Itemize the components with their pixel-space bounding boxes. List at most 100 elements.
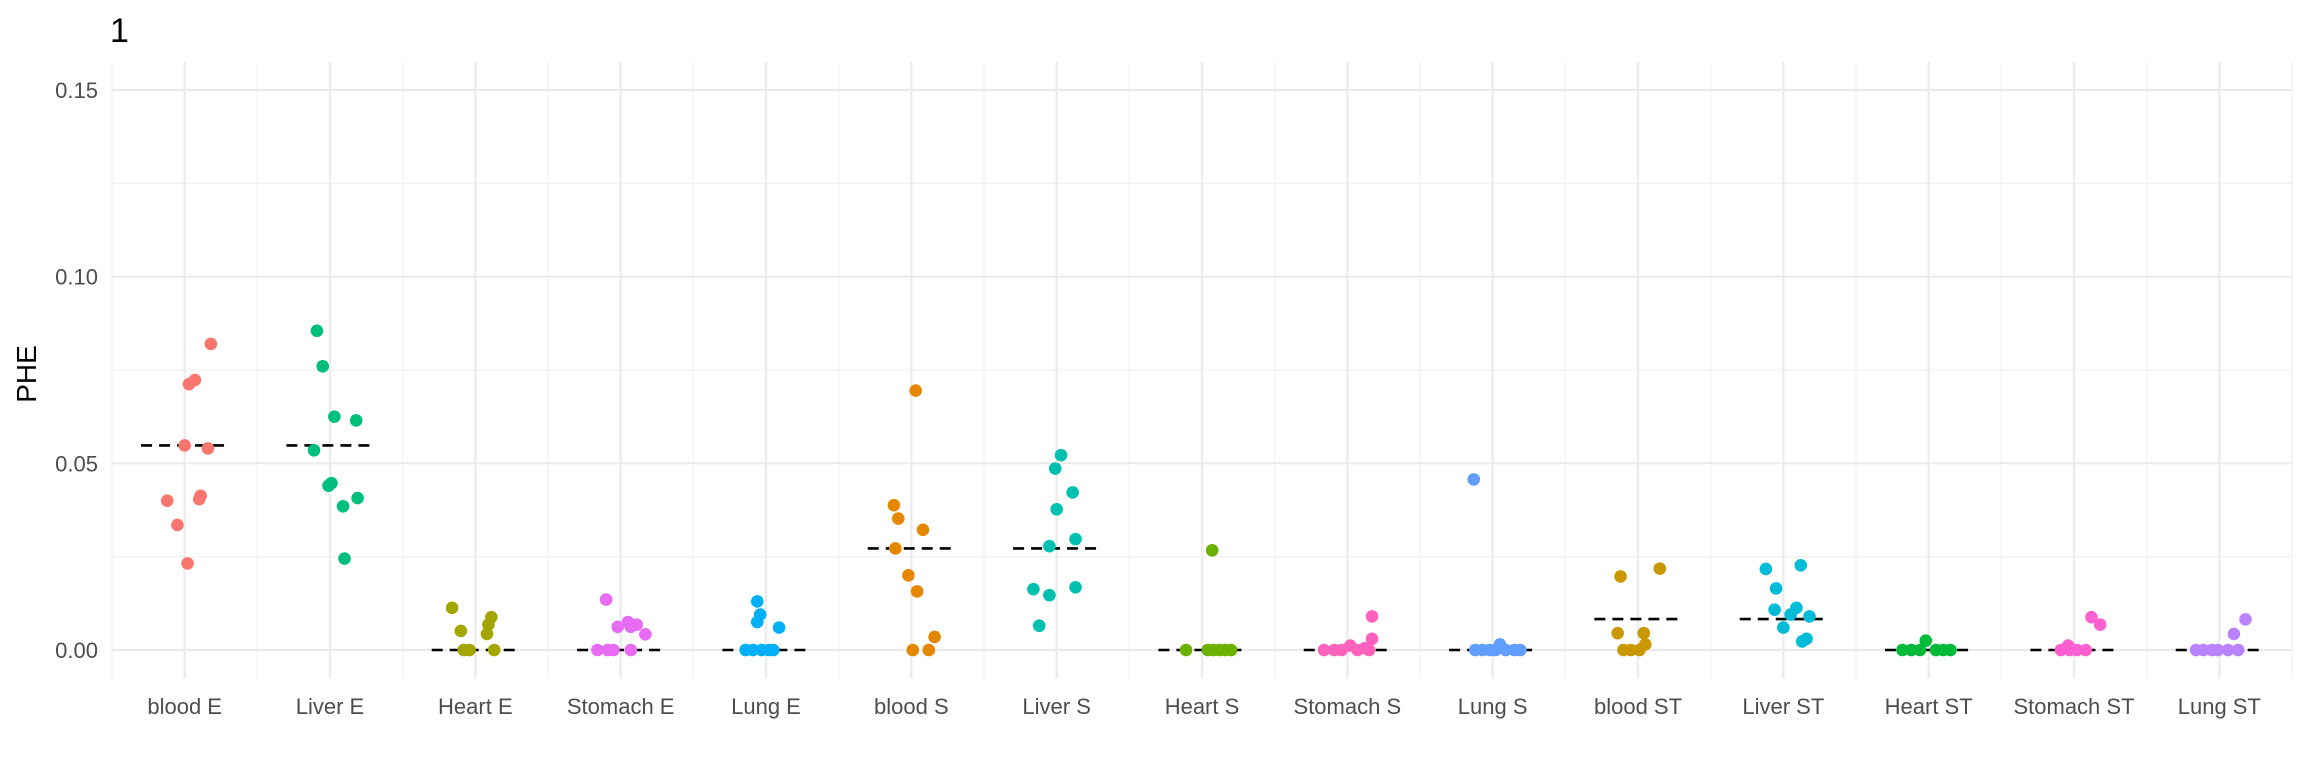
data-point (482, 618, 495, 631)
y-tick-label: 0.05 (55, 451, 98, 476)
data-point (611, 620, 625, 634)
data-point (889, 542, 902, 555)
panel-tag: 1 (110, 12, 129, 50)
data-point (1027, 582, 1040, 596)
data-point (1637, 626, 1651, 640)
data-point (1769, 582, 1783, 595)
y-axis-title: PHE (11, 345, 42, 403)
data-point (1803, 610, 1816, 623)
data-point (1362, 643, 1376, 657)
data-point (1066, 486, 1079, 499)
x-tick-label: Liver S (1022, 694, 1090, 719)
data-point (1499, 643, 1513, 657)
data-points (160, 324, 2252, 657)
data-point (204, 337, 218, 351)
data-point (1919, 634, 1933, 647)
data-point (1069, 580, 1082, 594)
data-point (750, 595, 764, 608)
data-point (1179, 643, 1193, 657)
x-tick-label: Stomach S (1294, 694, 1402, 719)
data-point (891, 512, 905, 525)
data-point (310, 324, 324, 338)
data-point (766, 643, 780, 657)
data-point (2211, 643, 2225, 657)
data-point (2093, 618, 2107, 631)
data-point (2227, 627, 2241, 641)
y-tick-label: 0.00 (55, 638, 98, 663)
data-point (1633, 643, 1646, 657)
data-point (599, 593, 613, 606)
data-point (607, 643, 620, 657)
data-point (1050, 502, 1063, 516)
y-tick-labels: 0.00 0.05 0.10 0.15 (55, 78, 98, 663)
data-point (192, 492, 206, 506)
data-point (1054, 448, 1068, 462)
data-point (1944, 643, 1957, 657)
data-point (351, 491, 364, 505)
data-point (1795, 635, 1809, 648)
data-point (1048, 462, 1062, 475)
x-tick-label: Liver ST (1742, 694, 1824, 719)
x-tick-labels: blood E Liver E Heart E Stomach E Lung E bloo… (147, 694, 2261, 719)
data-point (1794, 558, 1808, 572)
data-point (1653, 562, 1667, 575)
data-point (1784, 608, 1797, 621)
data-point (480, 627, 494, 641)
x-tick-label: Heart S (1165, 694, 1240, 719)
x-tick-label: Stomach ST (2013, 694, 2134, 719)
data-point (1317, 643, 1331, 657)
data-point (2054, 643, 2068, 657)
data-point (1624, 643, 1638, 657)
data-point (928, 630, 941, 644)
data-point (591, 643, 604, 657)
data-point (2079, 643, 2092, 657)
data-point (1069, 532, 1082, 546)
data-point (906, 643, 920, 657)
data-point (1913, 643, 1927, 657)
data-point (463, 643, 476, 657)
data-point (328, 410, 341, 423)
data-point (1335, 643, 1348, 657)
x-tick-label: blood S (874, 694, 949, 719)
data-point (1777, 621, 1790, 634)
data-point (349, 414, 363, 427)
data-point (746, 643, 760, 657)
y-tick-label: 0.15 (55, 78, 98, 103)
x-tick-label: Lung ST (2178, 694, 2261, 719)
data-point (1896, 643, 1909, 657)
data-point (1904, 643, 1918, 657)
data-point (1614, 570, 1627, 583)
data-point (1043, 588, 1056, 602)
data-point (624, 643, 638, 657)
data-point (445, 601, 459, 615)
data-point (1759, 562, 1773, 576)
x-tick-label: blood E (147, 694, 222, 719)
data-point (2085, 610, 2098, 624)
data-point (624, 620, 638, 634)
x-tick-label: Lung S (1458, 694, 1528, 719)
data-point (2197, 643, 2210, 657)
data-point (487, 643, 501, 657)
data-point (1768, 603, 1781, 616)
data-point (1513, 643, 1527, 657)
data-point (772, 621, 786, 634)
data-point (307, 443, 321, 457)
x-tick-label: blood ST (1594, 694, 1682, 719)
data-point (2221, 643, 2235, 657)
data-point (1043, 539, 1056, 553)
data-point (338, 552, 351, 565)
data-point (160, 494, 174, 507)
data-point (171, 518, 184, 532)
data-point (1489, 643, 1502, 657)
data-point (454, 624, 468, 638)
data-point (316, 359, 330, 373)
data-point (750, 615, 764, 629)
data-point (1365, 632, 1379, 646)
data-point (1467, 473, 1481, 486)
data-point (902, 569, 915, 582)
data-point (182, 377, 196, 391)
x-tick-label: Heart E (438, 694, 513, 719)
data-point (922, 643, 936, 657)
data-point (1351, 643, 1364, 657)
